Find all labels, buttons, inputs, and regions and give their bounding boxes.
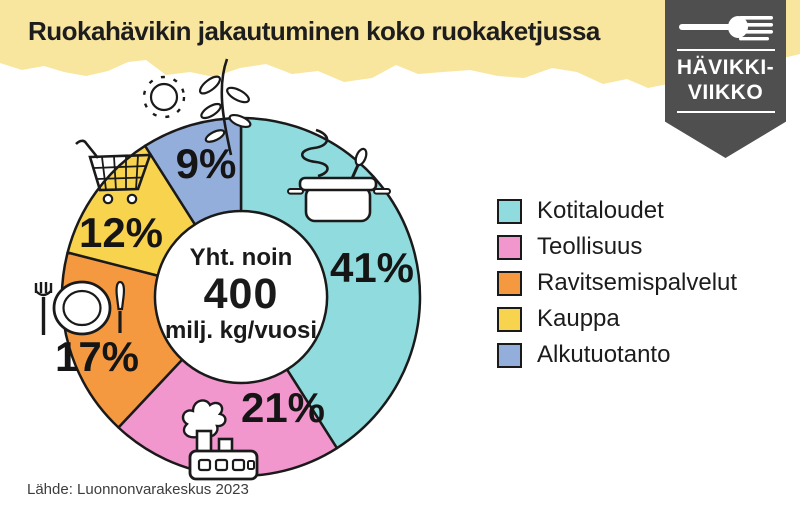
legend-swatch <box>497 270 522 296</box>
legend-item-teollisuus: Teollisuus <box>497 234 737 260</box>
legend-label: Kotitaloudet <box>537 197 664 224</box>
badge-divider-bottom <box>676 111 775 113</box>
legend-swatch <box>497 198 522 224</box>
legend-item-kotitaloudet: Kotitaloudet <box>497 198 737 224</box>
badge-title: HÄVIKKI- VIIKKO <box>677 55 774 105</box>
legend-swatch <box>497 342 522 368</box>
source-note: Lähde: Luonnonvarakeskus 2023 <box>27 481 249 498</box>
factory-icon <box>181 399 259 481</box>
header-band <box>0 0 800 88</box>
legend-label: Alkutuotanto <box>537 341 671 368</box>
badge-title-line2: VIIKKO <box>687 81 764 104</box>
header-band-shape <box>0 0 800 88</box>
legend-swatch <box>497 234 522 260</box>
plant-sprig-icon <box>198 58 252 156</box>
legend-label: Kauppa <box>537 305 620 332</box>
donut-segment-teollisuus <box>117 358 339 478</box>
legend: Kotitaloudet Teollisuus Ravitsemispalvelut… <box>497 198 737 378</box>
segment-value-ravitsemispalvelut: 17% <box>54 333 140 380</box>
page-title: Ruokahävikin jakautuminen koko ruokaketj… <box>28 16 600 46</box>
segment-value-kauppa: 12% <box>78 209 164 256</box>
segment-value-kotitaloudet: 41% <box>329 244 415 291</box>
badge-divider-top <box>676 49 775 51</box>
legend-label: Teollisuus <box>537 233 643 260</box>
center-label-line1: Yht. noin <box>189 244 293 271</box>
fork-icon <box>678 16 773 41</box>
legend-item-kauppa: Kauppa <box>497 306 737 332</box>
legend-item-ravitsemispalvelut: Ravitsemispalvelut <box>497 270 737 296</box>
segment-value-alkutuotanto: 9% <box>175 140 237 187</box>
legend-label: Ravitsemispalvelut <box>537 269 738 296</box>
legend-item-alkutuotanto: Alkutuotanto <box>497 342 737 368</box>
cooking-pot-icon <box>287 128 391 223</box>
plate-cutlery-icon <box>34 280 126 336</box>
legend-swatch <box>497 306 522 332</box>
shopping-cart-icon <box>75 139 152 205</box>
center-label-total: 400 <box>203 270 279 318</box>
segment-value-teollisuus: 21% <box>240 384 326 431</box>
donut-center-label: Yht. noin 400 milj. kg/vuosi <box>151 244 331 344</box>
badge-title-line1: HÄVIKKI- <box>676 56 775 79</box>
sun-icon <box>142 75 186 119</box>
center-label-line3: milj. kg/vuosi <box>164 317 318 344</box>
havikkiviikko-badge: HÄVIKKI- VIIKKO <box>665 0 786 158</box>
